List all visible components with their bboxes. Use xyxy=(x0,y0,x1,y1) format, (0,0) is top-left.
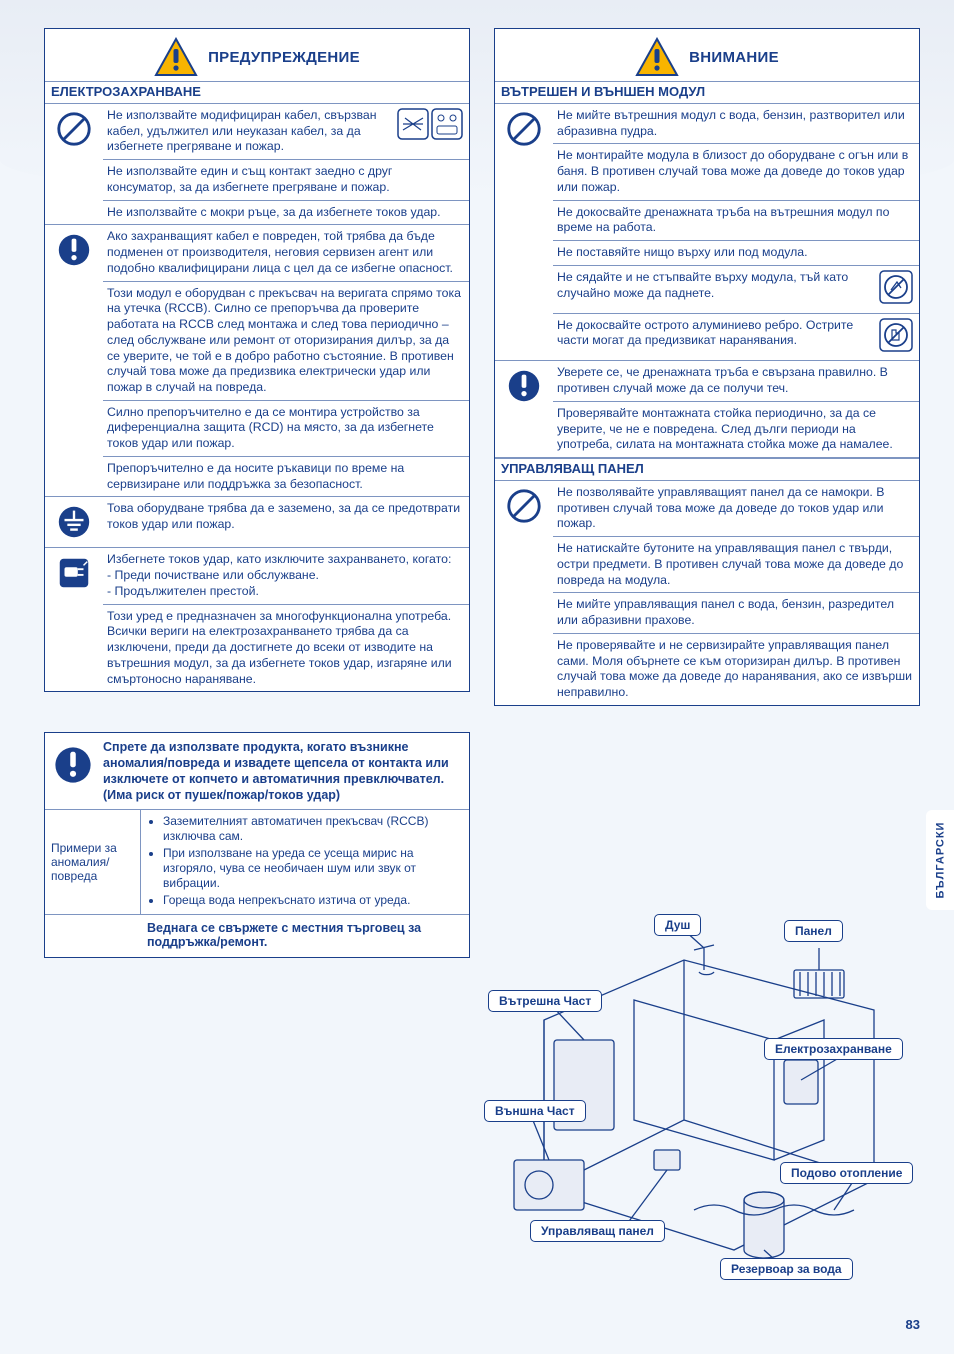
warning-item: Препоръчително е да носите ръкавици по в… xyxy=(103,457,469,496)
language-label: БЪЛГАРСКИ xyxy=(934,822,946,899)
prohibit-icon xyxy=(45,104,103,224)
text-cell: Избегнете токов удар, като изключите зах… xyxy=(103,548,469,691)
diagram-label-control: Управляващ панел xyxy=(530,1220,665,1242)
warning-box-right: ВНИМАНИЕ ВЪТРЕШЕН И ВЪНШЕН МОДУЛ Не мийт… xyxy=(494,28,920,706)
warning-header-right: ВНИМАНИЕ xyxy=(495,29,919,81)
text-cell: Не позволявайте управляващият панел да с… xyxy=(553,481,919,705)
section-heading: ВЪТРЕШЕН И ВЪНШЕН МОДУЛ xyxy=(495,81,919,104)
anomaly-list-item: Гореща вода непрекъснато изтича от уреда… xyxy=(163,893,463,908)
anomaly-box: Спрете да използвате продукта, когато въ… xyxy=(44,732,470,958)
warning-row-group: Не мийте вътрешния модул с вода, бензин,… xyxy=(495,104,919,361)
anomaly-top-text: Спрете да използвате продукта, когато въ… xyxy=(103,739,463,803)
anomaly-list-item: Заземителният автоматичен прекъсвач (RCC… xyxy=(163,814,463,844)
warning-item: Избегнете токов удар, като изключите зах… xyxy=(103,548,469,604)
ground-icon xyxy=(45,497,103,547)
warning-item: Не мийте вътрешния модул с вода, бензин,… xyxy=(553,104,919,144)
anomaly-mid-label: Примери за аномалия/повреда xyxy=(45,810,141,914)
diagram-label-floor-heat: Подово отопление xyxy=(780,1162,913,1184)
warning-item: Уверете се, че дренажната тръба е свърза… xyxy=(553,361,919,401)
no-touch-icon xyxy=(879,318,913,357)
exclaim-icon xyxy=(495,361,553,457)
diagram-label-tank: Резервоар за вода xyxy=(720,1258,853,1280)
anomaly-list-item: При използване на уреда се усеща мирис н… xyxy=(163,846,463,891)
warning-item: Не проверявайте и не сервизирайте управл… xyxy=(553,634,919,705)
warning-row-group: Това оборудване трябва да е заземено, за… xyxy=(45,497,469,548)
anomaly-mid-list: Заземителният автоматичен прекъсвач (RCC… xyxy=(141,810,469,914)
warning-box-left: ПРЕДУПРЕЖДЕНИЕ ЕЛЕКТРОЗАХРАНВАНЕ Не изпо… xyxy=(44,28,470,692)
text-cell: Не използвайте модифициран кабел, свързв… xyxy=(103,104,469,224)
warning-row-group: Избегнете токов удар, като изключите зах… xyxy=(45,548,469,691)
anomaly-top: Спрете да използвате продукта, когато въ… xyxy=(45,733,469,810)
warning-item: Не мийте управляващия панел с вода, бенз… xyxy=(553,593,919,633)
text-cell: Това оборудване трябва да е заземено, за… xyxy=(103,497,469,547)
anomaly-bottom: Веднага се свържете с местния търговец з… xyxy=(45,915,469,957)
anomaly-mid: Примери за аномалия/повреда Заземителния… xyxy=(45,810,469,915)
warning-item: Не използвайте един и същ контакт заедно… xyxy=(103,160,469,200)
text-cell: Ако захранващият кабел е повреден, той т… xyxy=(103,225,469,496)
prohibit-icon xyxy=(495,104,553,360)
exclaim-icon xyxy=(45,225,103,496)
diagram-label-panel: Панел xyxy=(784,920,843,942)
warning-item: Не позволявайте управляващият панел да с… xyxy=(553,481,919,537)
warning-item: Не натискайте бутоните на управляващия п… xyxy=(553,537,919,593)
section-heading: УПРАВЛЯВАЩ ПАНЕЛ xyxy=(495,458,919,481)
no-step-icon xyxy=(879,270,913,309)
exclaim-icon xyxy=(51,743,95,787)
text-cell: Уверете се, че дренажната тръба е свърза… xyxy=(553,361,919,457)
warning-item: Не сядайте и не стъпвайте върху модула, … xyxy=(553,266,919,314)
warning-item: Проверявайте монтажната стойка периодичн… xyxy=(553,402,919,457)
language-side-tab: БЪЛГАРСКИ xyxy=(926,810,954,910)
warning-item: Това оборудване трябва да е заземено, за… xyxy=(103,497,469,536)
item-text: Не докосвайте острото алуминиево ребро. … xyxy=(557,318,853,348)
warning-row-group: Ако захранващият кабел е повреден, той т… xyxy=(45,225,469,497)
diagram-label-indoor: Вътрешна Част xyxy=(488,990,602,1012)
item-text: Не използвайте модифициран кабел, свързв… xyxy=(107,108,377,153)
warning-header-left: ПРЕДУПРЕЖДЕНИЕ xyxy=(45,29,469,81)
section-heading: ЕЛЕКТРОЗАХРАНВАНЕ xyxy=(45,81,469,104)
item-text: Не сядайте и не стъпвайте върху модула, … xyxy=(557,270,848,300)
page-number: 83 xyxy=(906,1317,920,1332)
right-column: ВНИМАНИЕ ВЪТРЕШЕН И ВЪНШЕН МОДУЛ Не мийт… xyxy=(494,28,920,958)
warning-title-right: ВНИМАНИЕ xyxy=(689,49,779,66)
diagram-label-shower: Душ xyxy=(654,914,701,936)
warning-row-group: Не позволявайте управляващият панел да с… xyxy=(495,481,919,705)
warning-item: Силно препоръчително е да се монтира уст… xyxy=(103,401,469,457)
warning-item: Не поставяйте нищо върху или под модула. xyxy=(553,241,919,266)
warning-item: Не използвайте с мокри ръце, за да избег… xyxy=(103,201,469,225)
diagram-label-power: Електрозахранване xyxy=(764,1038,903,1060)
warning-item: Не докосвайте острото алуминиево ребро. … xyxy=(553,314,919,361)
warning-row-group: Не използвайте модифициран кабел, свързв… xyxy=(45,104,469,225)
warning-item: Не монтирайте модула в близост до оборуд… xyxy=(553,144,919,200)
caution-triangle-icon xyxy=(635,37,679,77)
inline-icons xyxy=(397,108,463,140)
text-cell: Не мийте вътрешния модул с вода, бензин,… xyxy=(553,104,919,360)
warning-item: Не използвайте модифициран кабел, свързв… xyxy=(103,104,469,160)
unplug-icon xyxy=(45,548,103,691)
warning-item: Не докосвайте дренажната тръба на вътреш… xyxy=(553,201,919,241)
warning-item: Този уред е предназначен за многофункцио… xyxy=(103,605,469,692)
left-column: ПРЕДУПРЕЖДЕНИЕ ЕЛЕКТРОЗАХРАНВАНЕ Не изпо… xyxy=(44,28,470,958)
system-diagram: Душ Панел Вътрешна Част Електрозахранван… xyxy=(484,900,914,1290)
warning-item: Ако захранващият кабел е повреден, той т… xyxy=(103,225,469,281)
prohibit-icon xyxy=(495,481,553,705)
warning-triangle-icon xyxy=(154,37,198,77)
diagram-label-outdoor: Външна Част xyxy=(484,1100,586,1122)
warning-title-left: ПРЕДУПРЕЖДЕНИЕ xyxy=(208,49,360,66)
content-columns: ПРЕДУПРЕЖДЕНИЕ ЕЛЕКТРОЗАХРАНВАНЕ Не изпо… xyxy=(0,0,954,958)
warning-row-group: Уверете се, че дренажната тръба е свърза… xyxy=(495,361,919,458)
warning-item: Този модул е оборудван с прекъсвач на ве… xyxy=(103,282,469,401)
